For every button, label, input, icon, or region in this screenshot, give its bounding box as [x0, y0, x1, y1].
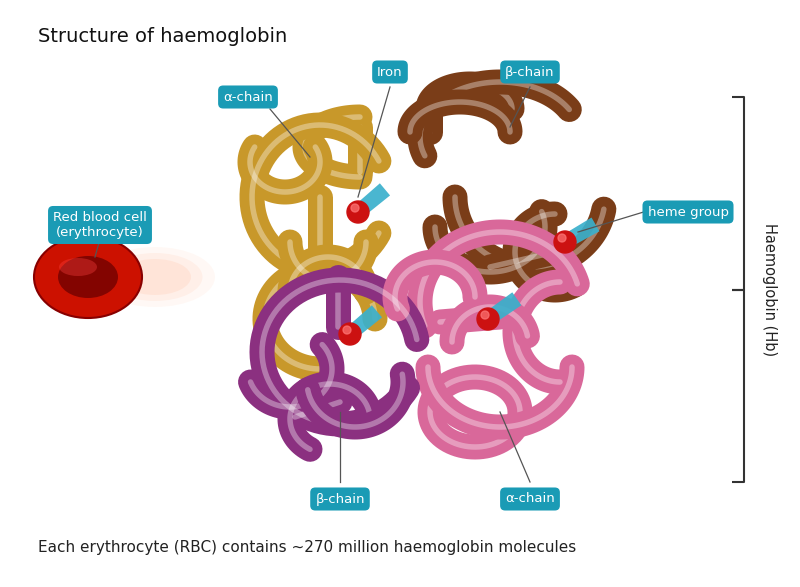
Polygon shape [346, 305, 382, 339]
Ellipse shape [107, 253, 202, 301]
Polygon shape [562, 218, 599, 248]
Ellipse shape [119, 259, 191, 295]
Circle shape [347, 201, 369, 223]
Ellipse shape [59, 258, 97, 276]
Polygon shape [484, 292, 522, 325]
Text: Structure of haemoglobin: Structure of haemoglobin [38, 27, 287, 46]
Text: β-chain: β-chain [506, 66, 554, 79]
Ellipse shape [95, 247, 215, 307]
Text: Red blood cell
(erythrocyte): Red blood cell (erythrocyte) [53, 211, 147, 239]
Polygon shape [354, 183, 390, 218]
Text: Haemoglobin (Hb): Haemoglobin (Hb) [762, 223, 778, 356]
Text: Each erythrocyte (RBC) contains ~270 million haemoglobin molecules: Each erythrocyte (RBC) contains ~270 mil… [38, 540, 576, 555]
Circle shape [351, 204, 359, 212]
Ellipse shape [34, 236, 142, 318]
Circle shape [554, 231, 576, 253]
Circle shape [343, 326, 351, 334]
Text: α-chain: α-chain [505, 492, 555, 505]
Text: heme group: heme group [647, 205, 729, 218]
Circle shape [558, 234, 566, 242]
Text: Iron: Iron [377, 66, 403, 79]
Text: β-chain: β-chain [315, 492, 365, 505]
Ellipse shape [58, 256, 118, 298]
Circle shape [481, 311, 489, 319]
Circle shape [477, 308, 499, 330]
Text: α-chain: α-chain [223, 90, 273, 103]
Circle shape [339, 323, 361, 345]
